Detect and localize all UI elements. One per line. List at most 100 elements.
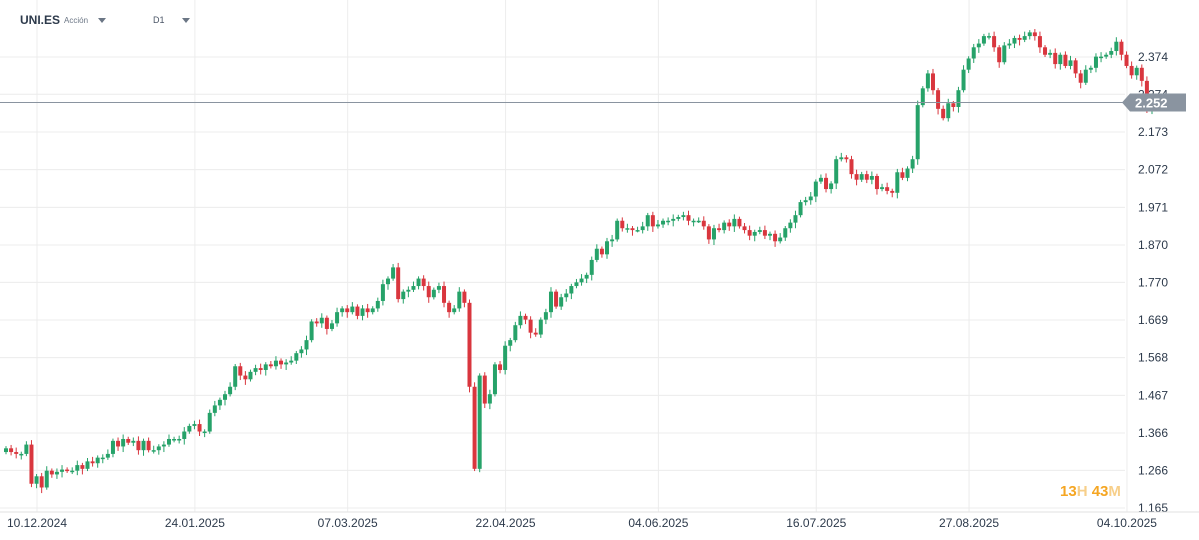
candle-body [987, 36, 992, 38]
candle-body [258, 368, 263, 370]
chevron-down-icon [181, 17, 190, 23]
candle-body [1139, 67, 1144, 81]
y-tick-label: 1.568 [1138, 351, 1168, 365]
candle-body [329, 323, 334, 329]
candle-body [839, 157, 844, 160]
candle-body [605, 241, 610, 255]
candle-body [961, 69, 966, 91]
candle-body [299, 349, 304, 354]
candle-body [747, 230, 752, 236]
x-tick-label: 04.06.2025 [628, 516, 688, 530]
candle-body [569, 286, 574, 294]
candle-body [880, 187, 885, 190]
y-tick-label: 1.266 [1138, 463, 1168, 477]
candle-body [752, 231, 757, 236]
candle-body [207, 412, 212, 432]
candle-body [482, 375, 487, 404]
candle-body [956, 90, 961, 107]
candle-body [681, 215, 686, 218]
candle-body [686, 215, 691, 221]
candle-body [335, 312, 340, 324]
candle-body [798, 202, 803, 216]
x-tick-label: 22.04.2025 [476, 516, 536, 530]
y-tick-label: 1.770 [1138, 275, 1168, 289]
candle-body [314, 321, 319, 324]
candle-body [4, 448, 8, 453]
candle-body [584, 274, 589, 279]
candle-body [874, 175, 879, 190]
candle-body [253, 368, 258, 372]
candle-body [284, 362, 289, 365]
candle-countdown: 13H 43M [1060, 483, 1121, 500]
countdown-hours-unit: H [1076, 483, 1088, 500]
candle-body [1068, 60, 1073, 66]
candle-body [513, 325, 518, 341]
candle-body [864, 174, 869, 180]
candle-body [503, 345, 508, 370]
candle-body [391, 267, 396, 279]
candle-body [1022, 36, 1027, 40]
candle-body [340, 308, 345, 313]
candle-body [9, 448, 14, 453]
candle-body [859, 174, 864, 180]
current-price-tag [1122, 93, 1186, 112]
candle-body [1078, 73, 1083, 83]
x-tick-label: 24.01.2025 [165, 516, 225, 530]
candle-body [966, 58, 971, 70]
candle-body [100, 457, 105, 460]
candle-body [813, 181, 818, 197]
candle-body [538, 319, 543, 335]
candle-body [818, 177, 823, 182]
candle-body [757, 230, 762, 232]
y-tick-label: 2.072 [1138, 163, 1168, 177]
candle-body [803, 200, 808, 203]
candle-body [910, 159, 915, 169]
candle-body [136, 440, 141, 451]
candle-body [574, 282, 579, 287]
candle-body [981, 36, 986, 44]
candle-body [426, 286, 431, 298]
candle-body [172, 438, 177, 441]
y-tick-label: 1.165 [1138, 501, 1168, 515]
candle-body [895, 172, 900, 193]
candle-body [554, 291, 559, 307]
candle-body [1043, 47, 1048, 55]
candle-body [217, 399, 222, 406]
candle-body [365, 308, 370, 313]
candle-body [890, 190, 895, 193]
candle-body [492, 364, 497, 395]
candle-body [223, 394, 228, 400]
instrument-type-label: Acción [64, 15, 89, 25]
timeframe-selector[interactable]: D1 [153, 12, 190, 28]
countdown-minutes-unit: M [1108, 483, 1121, 500]
candle-body [559, 297, 564, 307]
candle-body [385, 278, 390, 285]
candle-body [182, 431, 187, 439]
candle-body [197, 424, 202, 432]
candle-body [24, 444, 29, 454]
candle-body [696, 220, 701, 223]
candle-body [508, 340, 513, 346]
candle-body [243, 375, 248, 380]
candle-body [452, 308, 457, 313]
candle-body [416, 278, 421, 287]
candle-body [523, 315, 528, 320]
symbol-selector[interactable]: UNI.ES Acción [20, 12, 107, 28]
candle-body [350, 306, 355, 313]
candle-body [589, 259, 594, 275]
candle-body [946, 103, 951, 119]
candle-body [997, 47, 1002, 63]
candle-body [436, 286, 441, 290]
candle-body [70, 470, 75, 473]
y-tick-label: 1.971 [1138, 200, 1168, 214]
candle-body [640, 226, 645, 231]
candle-body [304, 340, 309, 350]
candle-body [380, 284, 385, 301]
candle-body [116, 440, 121, 447]
candle-body [1109, 51, 1114, 55]
candle-body [75, 465, 80, 471]
candle-body [192, 424, 197, 426]
x-tick-label: 10.12.2024 [7, 516, 67, 530]
